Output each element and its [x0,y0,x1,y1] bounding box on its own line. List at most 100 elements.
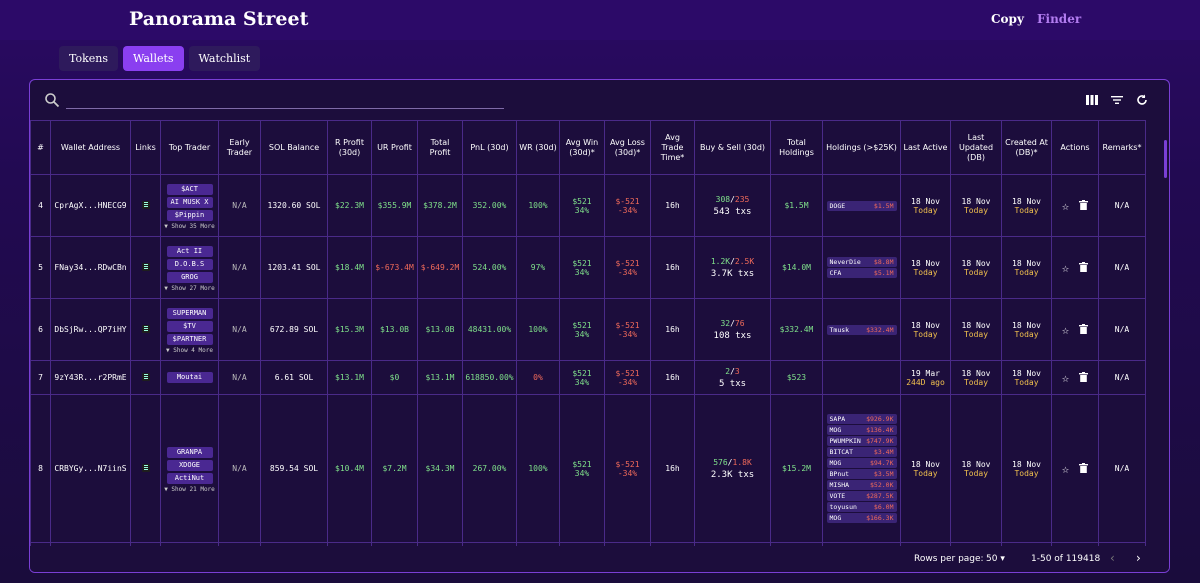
trash-icon[interactable] [1079,199,1089,212]
star-icon[interactable]: ☆ [1061,322,1070,337]
link-icon[interactable] [141,324,150,333]
link-icon[interactable] [141,200,150,209]
show-more-link[interactable]: ▼ Show 21 More [164,485,215,493]
remarks[interactable]: N/A [1098,394,1146,543]
token-chip[interactable]: $PARTNER [166,333,213,345]
token-chip[interactable]: $Pippin [166,209,213,221]
columns-icon[interactable] [1085,93,1099,107]
remarks[interactable]: N/A [1098,298,1146,361]
col-r-profit[interactable]: R Profit (30d) [327,120,372,175]
rows-per-page-select[interactable]: 50 ▾ [986,554,1005,564]
refresh-icon[interactable] [1135,93,1149,107]
trash-icon[interactable] [1079,261,1089,274]
token-chip[interactable]: GROG [166,271,213,283]
col-total-holdings[interactable]: Total Holdings [770,120,823,175]
holding-chip[interactable]: MOG $166.3K [826,513,897,523]
wallet-address-value[interactable]: FNay34...RDwCBn [54,263,127,272]
col-top-trader[interactable]: Top Trader [160,120,219,175]
nav-finder[interactable]: Finder [1037,12,1082,26]
trash-icon[interactable] [1079,371,1089,384]
star-icon[interactable]: ☆ [1061,461,1070,476]
prev-page-icon[interactable]: ‹ [1110,551,1115,565]
holding-chip[interactable]: SAPA $926.9K [826,414,897,424]
star-icon[interactable]: ☆ [1061,370,1070,385]
col-last-active[interactable]: Last Active [900,120,951,175]
col-ur-profit[interactable]: UR Profit [371,120,418,175]
holding-chip[interactable]: MOG $94.7K [826,458,897,468]
holding-chip[interactable]: DOGE $1.5M [826,200,897,211]
col-holdings[interactable]: Holdings (>$25K) [822,120,901,175]
tab-watchlist[interactable]: Watchlist [188,46,261,71]
vertical-scrollbar[interactable] [1164,140,1167,178]
col-wallet-address[interactable]: Wallet Address [50,120,131,175]
col-buy-sell[interactable]: Buy & Sell (30d) [694,120,771,175]
token-chip[interactable]: XDOGE [166,459,213,471]
show-more-link[interactable]: ▼ Show 4 More [166,346,213,354]
holding-chip[interactable]: Tmusk $332.4M [826,324,897,335]
tab-wallets[interactable]: Wallets [123,46,184,71]
holding-chip[interactable]: VOTE $287.5K [826,491,897,501]
star-icon[interactable]: ☆ [1061,198,1070,213]
wallet-address-value[interactable]: DbSjRw...QP7iHY [54,325,127,334]
token-chip[interactable]: GRANPA [166,446,213,458]
col-early-trader[interactable]: Early Trader [218,120,261,175]
col-avg-loss[interactable]: Avg Loss (30d)* [604,120,651,175]
token-chip[interactable]: Act II [166,245,213,257]
col-wr[interactable]: WR (30d) [516,120,560,175]
holding-chip[interactable]: BPnut $3.5M [826,469,897,479]
wallet-address-value[interactable]: CprAgX...HNECG9 [54,201,127,210]
filter-icon[interactable] [1110,93,1124,107]
nav-copy[interactable]: Copy [991,12,1024,26]
col-sol-balance[interactable]: SOL Balance [260,120,328,175]
holding-chip[interactable]: MOG $136.4K [826,425,897,435]
col-last-updated[interactable]: Last Updated (DB) [950,120,1002,175]
token-chip[interactable]: Moutai [166,372,213,383]
next-page-icon[interactable]: › [1136,551,1141,565]
tx-count: 5 txs [718,378,747,389]
remarks[interactable]: N/A [1098,236,1146,299]
table-row[interactable]: 7 9zY43R...r2PRmE Moutai N/A 6.61 SOL $13.1M $… [30,360,1146,395]
search-input[interactable] [66,108,504,109]
wallet-address[interactable]: CprAgX...HNECG9 [50,174,131,237]
brand-logo[interactable]: Panorama Street [129,8,309,30]
token-chip[interactable]: D.O.B.S [166,258,213,270]
col-avg-win[interactable]: Avg Win (30d)* [559,120,605,175]
holding-chip[interactable]: MISHA $52.0K [826,480,897,490]
show-more-link[interactable]: ▼ Show 27 More [164,284,215,292]
holding-chip[interactable]: PWUMPKIN $747.9K [826,436,897,446]
table-row[interactable]: 8 CRBYGy...N7iinS GRANPA XDOGE ActiNut ▼ Show… [30,394,1146,543]
token-chip[interactable]: $ACT [166,183,213,195]
token-chip[interactable]: ActiNut [166,472,213,484]
tab-tokens[interactable]: Tokens [59,46,119,71]
token-chip[interactable]: AI MUSK X [166,196,213,208]
link-icon[interactable] [141,463,150,472]
holding-chip[interactable]: NeverDie $8.8M [826,257,897,267]
remarks[interactable]: N/A [1098,174,1146,237]
holding-chip[interactable]: toyusun $6.0M [826,502,897,512]
table-row[interactable]: 5 FNay34...RDwCBn Act II D.O.B.S GROG ▼ Show … [30,236,1146,299]
link-icon[interactable] [141,262,150,271]
col-created-at[interactable]: Created At (DB)* [1001,120,1052,175]
holding-chip[interactable]: CFA $5.1M [826,268,897,278]
remarks[interactable]: N/A [1098,360,1146,395]
table-row[interactable]: 4 CprAgX...HNECG9 $ACT AI MUSK X $Pippin ▼ Sh… [30,174,1146,237]
col-pnl[interactable]: PnL (30d) [462,120,517,175]
col-remarks[interactable]: Remarks* [1098,120,1146,175]
col-avg-trade-time[interactable]: Avg Trade Time* [650,120,695,175]
holding-chip[interactable]: BITCAT $3.4M [826,447,897,457]
table-row[interactable]: 6 DbSjRw...QP7iHY SUPERMAN $TV $PARTNER ▼ Sho… [30,298,1146,361]
trash-icon[interactable] [1079,462,1089,475]
col-total-profit[interactable]: Total Profit [417,120,463,175]
show-more-link[interactable]: ▼ Show 35 More [164,222,215,230]
token-chip[interactable]: SUPERMAN [166,307,213,319]
trash-icon[interactable] [1079,323,1089,336]
wallet-address[interactable]: CRBYGy...N7iinS [50,394,131,543]
wallet-address-value[interactable]: CRBYGy...N7iinS [54,464,127,473]
token-chip[interactable]: $TV [166,320,213,332]
link-icon[interactable] [141,372,150,381]
wallet-address[interactable]: 9zY43R...r2PRmE [50,360,131,395]
wallet-address[interactable]: FNay34...RDwCBn [50,236,131,299]
wallet-address-value[interactable]: 9zY43R...r2PRmE [54,373,127,382]
star-icon[interactable]: ☆ [1061,260,1070,275]
wallet-address[interactable]: DbSjRw...QP7iHY [50,298,131,361]
